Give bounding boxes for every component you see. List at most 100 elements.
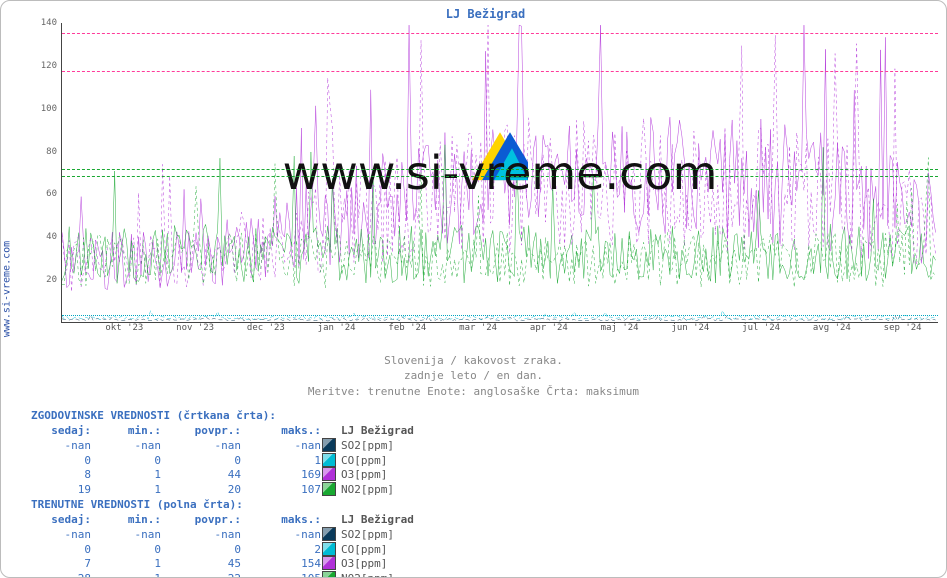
cell-min: -nan <box>91 439 161 454</box>
series-o3 <box>62 25 936 289</box>
hdr-now: sedaj: <box>31 424 91 439</box>
series-no2_hist <box>62 158 936 288</box>
cell-avg: 22 <box>161 572 241 578</box>
series-swatch <box>321 468 337 483</box>
cell-now: 8 <box>31 468 91 483</box>
cell-min: 1 <box>91 557 161 572</box>
reference-line <box>62 169 938 170</box>
hdr-avg: povpr.: <box>161 424 241 439</box>
caption-line-2: zadnje leto / en dan. <box>1 368 946 383</box>
cell-min: 1 <box>91 572 161 578</box>
series-label: NO2[ppm] <box>337 483 461 498</box>
y-tick-label: 20 <box>33 275 57 285</box>
series-swatch <box>321 439 337 454</box>
table-row: 19120107NO2[ppm] <box>31 483 461 498</box>
x-tick-label: sep '24 <box>884 323 922 333</box>
cell-avg: -nan <box>161 439 241 454</box>
reference-line <box>62 33 938 34</box>
series-label: CO[ppm] <box>337 454 461 469</box>
cell-max: 2 <box>241 543 321 558</box>
caption-line-1: Slovenija / kakovost zraka. <box>1 353 946 368</box>
cell-max: 169 <box>241 468 321 483</box>
cell-min: 0 <box>91 543 161 558</box>
table-row: 7145154 O3[ppm] <box>31 557 461 572</box>
x-tick-label: jun '24 <box>671 323 709 333</box>
reference-line <box>62 176 938 177</box>
y-tick-label: 100 <box>33 104 57 114</box>
cell-max: -nan <box>241 439 321 454</box>
series-label: SO2[ppm] <box>337 439 461 454</box>
series-svg <box>62 23 938 322</box>
hdr-min: min.: <box>91 424 161 439</box>
reference-line <box>62 71 938 72</box>
cell-max: -nan <box>241 528 321 543</box>
cell-avg: 0 <box>161 543 241 558</box>
series-label: CO[ppm] <box>337 543 461 558</box>
series-swatch <box>321 528 337 543</box>
table-row: 0001CO[ppm] <box>31 454 461 469</box>
table-row: 0002CO[ppm] <box>31 543 461 558</box>
cell-now: 0 <box>31 454 91 469</box>
hdr-avg: povpr.: <box>161 513 241 528</box>
cell-now: 19 <box>31 483 91 498</box>
table-row: 8144169O3[ppm] <box>31 468 461 483</box>
chart-title: LJ Bežigrad <box>33 7 938 21</box>
x-tick-label: okt '23 <box>105 323 143 333</box>
x-tick-label: maj '24 <box>601 323 639 333</box>
table-row: 28122105NO2[ppm] <box>31 572 461 578</box>
hdr-site: LJ Bežigrad <box>337 513 461 528</box>
cell-min: 0 <box>91 454 161 469</box>
chart-container: LJ Bežigrad 20406080100120140 www.si-vre… <box>33 7 938 345</box>
x-tick-label: mar '24 <box>459 323 497 333</box>
x-tick-label: dec '23 <box>247 323 285 333</box>
x-tick-label: feb '24 <box>388 323 426 333</box>
plot-area: www.si-vreme.com <box>61 23 938 323</box>
site-url-side: www.si-vreme.com <box>2 241 13 337</box>
cell-min: 1 <box>91 468 161 483</box>
hdr-max: maks.: <box>241 513 321 528</box>
y-tick-label: 80 <box>33 147 57 157</box>
cell-avg: -nan <box>161 528 241 543</box>
hdr-site: LJ Bežigrad <box>337 424 461 439</box>
y-tick-label: 120 <box>33 61 57 71</box>
hdr-now: sedaj: <box>31 513 91 528</box>
series-label: SO2[ppm] <box>337 528 461 543</box>
series-label: O3[ppm] <box>337 557 461 572</box>
series-label: NO2[ppm] <box>337 572 461 578</box>
table-row: -nan-nan-nan-nanSO2[ppm] <box>31 528 461 543</box>
x-axis-ticks: okt '23 nov '23 dec '23 jan '24 feb '24 mar '… <box>89 323 938 337</box>
chart-captions: Slovenija / kakovost zraka. zadnje leto … <box>1 353 946 399</box>
series-swatch <box>321 543 337 558</box>
y-tick-label: 60 <box>33 189 57 199</box>
cell-max: 107 <box>241 483 321 498</box>
cell-min: -nan <box>91 528 161 543</box>
x-tick-label: apr '24 <box>530 323 568 333</box>
series-swatch <box>321 483 337 498</box>
x-tick-label: avg '24 <box>813 323 851 333</box>
table-header-row: sedaj:min.:povpr.:maks.:LJ Bežigrad <box>31 424 461 439</box>
y-axis-ticks: 20406080100120140 <box>33 23 57 323</box>
hdr-min: min.: <box>91 513 161 528</box>
cell-max: 105 <box>241 572 321 578</box>
y-tick-label: 40 <box>33 232 57 242</box>
cell-now: -nan <box>31 528 91 543</box>
cell-avg: 44 <box>161 468 241 483</box>
caption-line-3: Meritve: trenutne Enote: anglosaške Črta… <box>1 384 946 399</box>
series-swatch <box>321 454 337 469</box>
cell-now: 0 <box>31 543 91 558</box>
x-tick-label: jul '24 <box>742 323 780 333</box>
table-header-row: sedaj:min.:povpr.:maks.: LJ Bežigrad <box>31 513 461 528</box>
reference-line <box>62 315 938 316</box>
cell-now: 7 <box>31 557 91 572</box>
cell-avg: 20 <box>161 483 241 498</box>
chart-frame: www.si-vreme.com LJ Bežigrad 20406080100… <box>0 0 947 578</box>
table-row: -nan-nan-nan-nanSO2[ppm] <box>31 439 461 454</box>
hist-title: ZGODOVINSKE VREDNOSTI (črtkana črta): <box>31 409 461 424</box>
x-tick-label: jan '24 <box>318 323 356 333</box>
series-swatch <box>321 557 337 572</box>
series-swatch <box>321 572 337 578</box>
cell-avg: 45 <box>161 557 241 572</box>
cell-max: 154 <box>241 557 321 572</box>
value-tables: ZGODOVINSKE VREDNOSTI (črtkana črta):sed… <box>31 409 461 578</box>
x-tick-label: nov '23 <box>176 323 214 333</box>
